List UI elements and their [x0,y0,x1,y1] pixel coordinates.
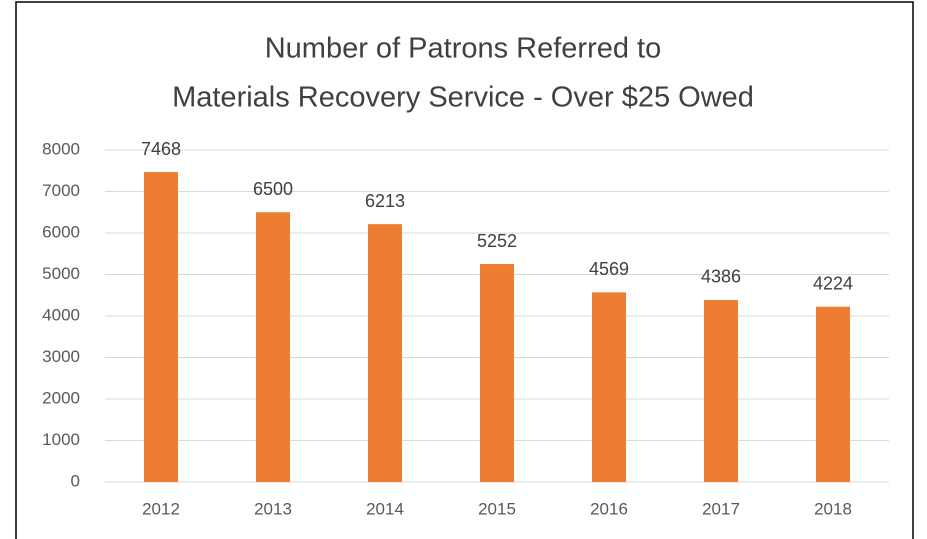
bar [144,172,178,482]
x-tick-label: 2015 [478,499,516,518]
data-label: 4569 [589,259,629,279]
bar [480,264,514,482]
x-tick-label: 2013 [254,499,292,518]
chart-title: Materials Recovery Service - Over $25 Ow… [172,82,754,114]
data-label: 7468 [141,139,181,159]
y-tick-label: 0 [71,471,80,490]
y-tick-label: 4000 [42,305,80,324]
y-tick-label: 8000 [42,139,80,158]
data-label: 6500 [253,179,293,199]
y-tick-label: 5000 [42,264,80,283]
chart-title: Number of Patrons Referred to [265,33,662,65]
y-tick-label: 2000 [42,388,80,407]
y-tick-label: 6000 [42,222,80,241]
chart-border [15,1,914,539]
y-tick-label: 7000 [42,181,80,200]
x-tick-label: 2018 [814,499,852,518]
data-label: 6213 [365,191,405,211]
y-tick-label: 3000 [42,347,80,366]
data-label: 4224 [813,273,853,293]
x-tick-label: 2016 [590,499,628,518]
bar [368,224,402,482]
bar [256,212,290,482]
x-tick-label: 2014 [366,499,404,518]
bar [816,306,850,482]
data-label: 4386 [701,267,741,287]
x-tick-label: 2017 [702,499,740,518]
data-label: 5252 [477,231,517,251]
x-tick-label: 2012 [142,499,180,518]
bar [592,292,626,482]
bar [704,299,738,482]
y-tick-label: 1000 [42,430,80,449]
